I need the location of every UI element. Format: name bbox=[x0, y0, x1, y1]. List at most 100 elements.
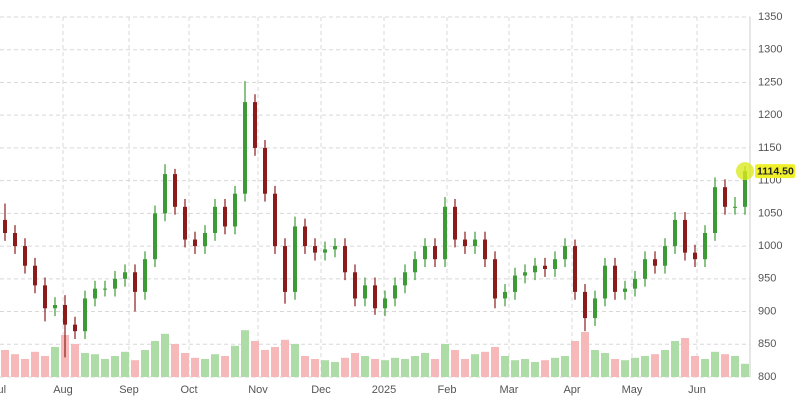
volume-bar bbox=[591, 350, 599, 377]
y-tick-label: 1300 bbox=[758, 44, 782, 56]
volume-bar bbox=[621, 360, 629, 377]
volume-bar bbox=[171, 344, 179, 377]
volume-bar bbox=[121, 351, 129, 377]
volume-bar bbox=[71, 344, 79, 377]
candle-body bbox=[153, 213, 157, 260]
candle-body bbox=[443, 206, 447, 260]
candle-body bbox=[383, 298, 387, 309]
volume-bar bbox=[101, 359, 109, 377]
volume-bar bbox=[401, 359, 409, 377]
volume-bar bbox=[611, 359, 619, 377]
x-tick-label: Nov bbox=[248, 384, 268, 396]
volume-bar bbox=[321, 360, 329, 377]
y-tick-label: 1050 bbox=[758, 207, 782, 219]
volume-bar bbox=[501, 356, 509, 377]
candle-body bbox=[243, 102, 247, 194]
candle-body bbox=[713, 187, 717, 233]
volume-bar bbox=[161, 333, 169, 377]
candle-body bbox=[743, 171, 747, 207]
volume-bar bbox=[691, 356, 699, 377]
volume-bar bbox=[421, 353, 429, 377]
x-tick-label: Apr bbox=[563, 384, 580, 396]
volume-bar bbox=[21, 359, 29, 377]
candle-body bbox=[33, 265, 37, 286]
candle-body bbox=[203, 233, 207, 247]
volume-bar bbox=[461, 359, 469, 377]
volume-bar bbox=[251, 341, 259, 377]
x-tick-label: 2025 bbox=[372, 384, 396, 396]
candle-body bbox=[543, 265, 547, 269]
volume-bar bbox=[571, 341, 579, 377]
volume-bar bbox=[361, 356, 369, 377]
volume-bar bbox=[351, 353, 359, 377]
volume-bar bbox=[701, 359, 709, 377]
candle-body bbox=[23, 246, 27, 266]
volume-bar bbox=[141, 350, 149, 377]
candle-body bbox=[233, 193, 237, 227]
candle-body bbox=[93, 288, 97, 299]
x-tick-label: Dec bbox=[311, 384, 331, 396]
volume-bar bbox=[81, 353, 89, 377]
volume-bar bbox=[231, 345, 239, 377]
candle-body bbox=[273, 193, 277, 247]
candle-body bbox=[573, 246, 577, 292]
x-tick-label: May bbox=[622, 384, 643, 396]
candle-body bbox=[143, 259, 147, 292]
candle-body bbox=[73, 324, 77, 332]
candle-body bbox=[213, 206, 217, 233]
volume-bar bbox=[1, 350, 9, 377]
volume-bar bbox=[721, 354, 729, 377]
volume-bar bbox=[731, 356, 739, 377]
candle-body bbox=[473, 239, 477, 247]
candle-body bbox=[183, 206, 187, 240]
candle-body bbox=[653, 259, 657, 266]
volume-bar bbox=[11, 354, 19, 377]
y-tick-label: 1000 bbox=[758, 240, 782, 252]
candle-body bbox=[43, 285, 47, 309]
candle-body bbox=[433, 246, 437, 260]
candle-group bbox=[3, 81, 747, 358]
volume-bar bbox=[441, 344, 449, 377]
y-tick-label: 800 bbox=[758, 371, 776, 383]
volume-bar bbox=[31, 351, 39, 377]
candle-body bbox=[323, 249, 327, 253]
y-tick-label: 1350 bbox=[758, 11, 782, 23]
y-tick-label: 950 bbox=[758, 273, 776, 285]
y-tick-label: 1150 bbox=[758, 142, 782, 154]
candle-body bbox=[523, 272, 527, 276]
volume-bar bbox=[411, 356, 419, 377]
volume-bar bbox=[711, 351, 719, 377]
candle-body bbox=[303, 226, 307, 247]
candle-body bbox=[133, 272, 137, 292]
volume-bar bbox=[521, 359, 529, 377]
volume-bar bbox=[561, 356, 569, 377]
candle-body bbox=[673, 219, 677, 247]
volume-bar bbox=[431, 359, 439, 377]
volume-bar bbox=[181, 353, 189, 377]
candle-body bbox=[373, 285, 377, 309]
volume-bar bbox=[91, 354, 99, 377]
candle-body bbox=[633, 278, 637, 289]
volume-bar bbox=[331, 362, 339, 377]
candle-body bbox=[483, 239, 487, 260]
volume-bar bbox=[601, 353, 609, 377]
candle-body bbox=[13, 233, 17, 247]
volume-bar bbox=[551, 357, 559, 377]
candle-body bbox=[313, 246, 317, 253]
candle-body bbox=[293, 226, 297, 292]
x-tick-label: Jun bbox=[688, 384, 706, 396]
volume-bar bbox=[261, 350, 269, 377]
volume-bar bbox=[671, 341, 679, 377]
candle-body bbox=[423, 246, 427, 260]
x-tick-label: Mar bbox=[500, 384, 519, 396]
volume-bar bbox=[581, 332, 589, 377]
volume-bar bbox=[471, 354, 479, 377]
candle-body bbox=[503, 291, 507, 299]
candle-body bbox=[63, 305, 67, 325]
volume-bar bbox=[41, 356, 49, 377]
candle-body bbox=[553, 259, 557, 269]
volume-bar bbox=[451, 350, 459, 377]
candle-body bbox=[253, 102, 257, 148]
volume-bar bbox=[661, 350, 669, 377]
candle-body bbox=[263, 147, 267, 194]
